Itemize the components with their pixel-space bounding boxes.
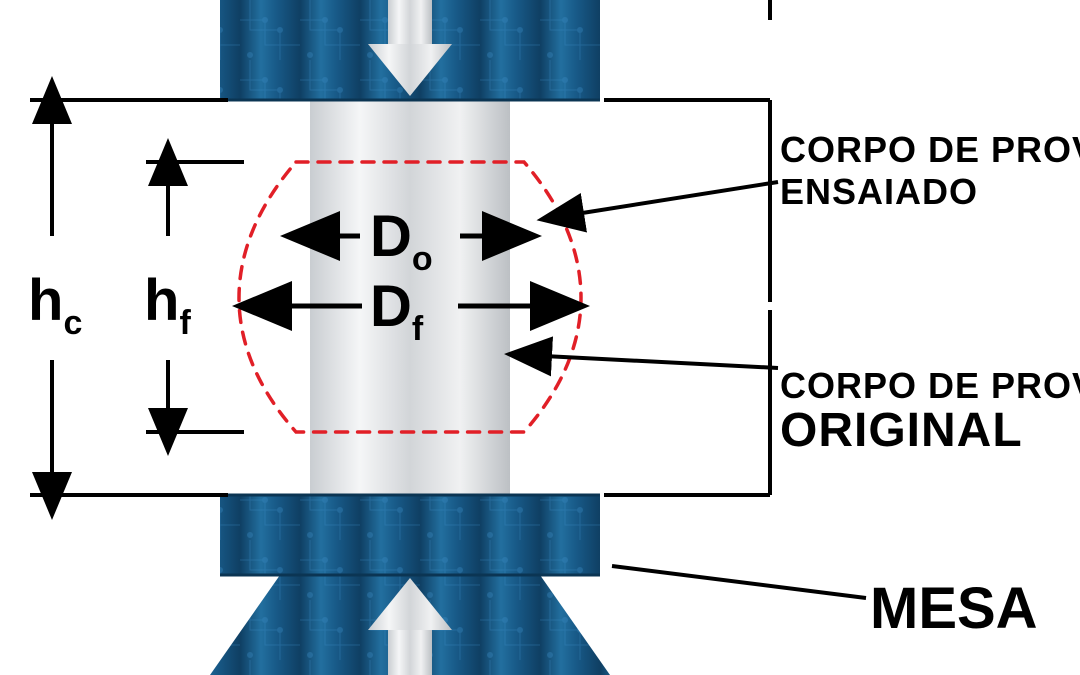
callout-original-2: ORIGINAL bbox=[780, 404, 1023, 457]
label-hc: hc bbox=[28, 268, 82, 342]
callout-line-mesa bbox=[612, 566, 866, 598]
callout-ensaiado-2: ENSAIADO bbox=[780, 171, 978, 212]
label-hf: hf bbox=[144, 268, 191, 342]
callout-arrow-original bbox=[544, 356, 778, 368]
right-reference-bar bbox=[604, 0, 770, 495]
callout-mesa: MESA bbox=[870, 576, 1038, 641]
callout-original-1: CORPO DE PROVA bbox=[780, 365, 1080, 406]
diagram-svg: Do Df hc hf CORPO DE PROVA ENSAIADO bbox=[0, 0, 1080, 675]
callout-ensaiado-1: CORPO DE PROVA bbox=[780, 129, 1080, 170]
bottom-plate bbox=[220, 495, 600, 575]
callout-arrow-ensaiado bbox=[576, 182, 778, 214]
